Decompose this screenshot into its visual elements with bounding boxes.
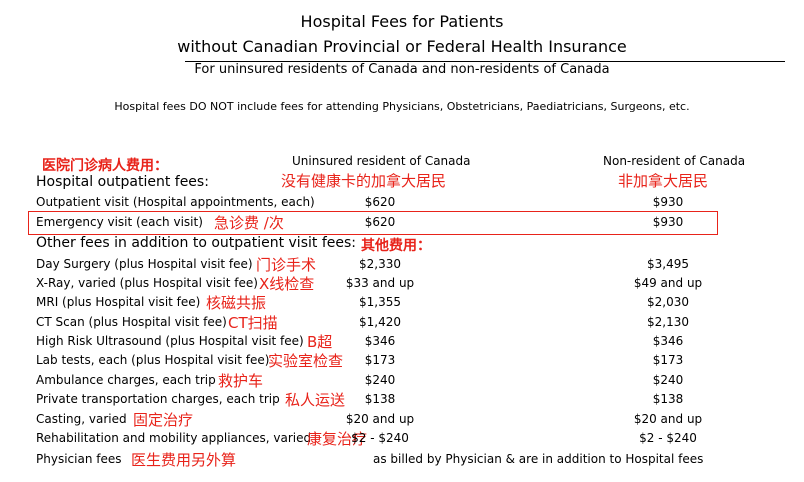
fee-uninsured: $20 and up: [345, 412, 415, 426]
fee-nonresident: $930: [652, 195, 684, 209]
fee-nonresident: $20 and up: [633, 412, 703, 426]
fee-uninsured: $33 and up: [345, 276, 415, 290]
fee-nonresident: $49 and up: [633, 276, 703, 290]
fee-label: Outpatient visit (Hospital appointments,…: [36, 195, 315, 209]
fee-label: Lab tests, each (plus Hospital visit fee…: [36, 353, 270, 367]
fee-cn-note: 急诊费 /次: [214, 214, 284, 232]
fee-uninsured: $2 - $240: [351, 431, 409, 445]
page-title: Hospital Fees for Patients: [300, 12, 504, 31]
fee-cn-note: 救护车: [218, 372, 264, 390]
column-cn-nonresident: 非加拿大居民: [618, 172, 709, 190]
header-divider: [185, 61, 785, 62]
fee-nonresident: $173: [652, 353, 684, 367]
fee-label: Day Surgery (plus Hospital visit fee): [36, 257, 253, 271]
other-fees-cn-label: 其他费用：: [361, 238, 431, 254]
column-header-uninsured: Uninsured resident of Canada: [292, 154, 471, 168]
fee-uninsured: $1,420: [359, 315, 401, 329]
fee-cn-note: 私人运送: [285, 391, 346, 409]
fee-label: Physician fees: [36, 452, 122, 466]
fee-cn-note: CT扫描: [228, 314, 278, 332]
fee-cn-note: 核磁共振: [206, 294, 267, 312]
fee-cn-note: 康复治疗: [307, 430, 368, 448]
fee-label: Private transportation charges, each tri…: [36, 392, 280, 406]
page-subtitle: For uninsured residents of Canada and no…: [194, 62, 610, 77]
fee-nonresident: $240: [652, 373, 684, 387]
fee-uninsured: $346: [364, 334, 396, 348]
fee-uninsured: $240: [364, 373, 396, 387]
fee-label: Casting, varied: [36, 412, 127, 426]
page-title-line2: without Canadian Provincial or Federal H…: [177, 37, 627, 56]
fee-nonresident: $2,030: [647, 295, 689, 309]
fee-uninsured: $620: [364, 215, 396, 229]
fee-cn-note: 固定治疗: [133, 411, 194, 429]
outpatient-heading: Hospital outpatient fees:: [36, 174, 209, 190]
fee-uninsured: $173: [364, 353, 396, 367]
fee-nonresident: $346: [652, 334, 684, 348]
fee-cn-note: X线检查: [259, 275, 315, 293]
fee-label: CT Scan (plus Hospital visit fee): [36, 315, 227, 329]
fee-label: Ambulance charges, each trip: [36, 373, 216, 387]
fee-nonresident: $2,130: [647, 315, 689, 329]
fee-cn-note: B超: [307, 333, 333, 351]
column-header-nonresident: Non-resident of Canada: [603, 154, 746, 168]
outpatient-cn-label: 医院门诊病人费用：: [42, 158, 168, 174]
fee-uninsured: $1,355: [359, 295, 401, 309]
other-fees-heading: Other fees in addition to outpatient vis…: [36, 235, 356, 251]
fee-label: X-Ray, varied (plus Hospital visit fee): [36, 276, 258, 290]
emergency-highlight-box: [28, 211, 718, 235]
fee-nonresident: $930: [652, 215, 684, 229]
physician-fee-note: as billed by Physician & are in addition…: [373, 452, 704, 466]
fee-uninsured: $2,330: [359, 257, 401, 271]
fee-nonresident: $2 - $240: [639, 431, 697, 445]
fee-label: High Risk Ultrasound (plus Hospital visi…: [36, 334, 304, 348]
fee-nonresident: $3,495: [647, 257, 689, 271]
fee-uninsured: $620: [364, 195, 396, 209]
fee-uninsured: $138: [364, 392, 396, 406]
fee-label: Emergency visit (each visit): [36, 215, 203, 229]
fee-cn-note: 医生费用另外算: [131, 451, 237, 469]
fee-label: MRI (plus Hospital visit fee): [36, 295, 201, 309]
fee-note: Hospital fees DO NOT include fees for at…: [114, 100, 690, 113]
fee-nonresident: $138: [652, 392, 684, 406]
fee-label: Rehabilitation and mobility appliances, …: [36, 431, 312, 445]
fee-cn-note: 实验室检查: [268, 352, 344, 370]
column-cn-uninsured: 没有健康卡的加拿大居民: [281, 172, 447, 190]
fee-cn-note: 门诊手术: [256, 256, 317, 274]
